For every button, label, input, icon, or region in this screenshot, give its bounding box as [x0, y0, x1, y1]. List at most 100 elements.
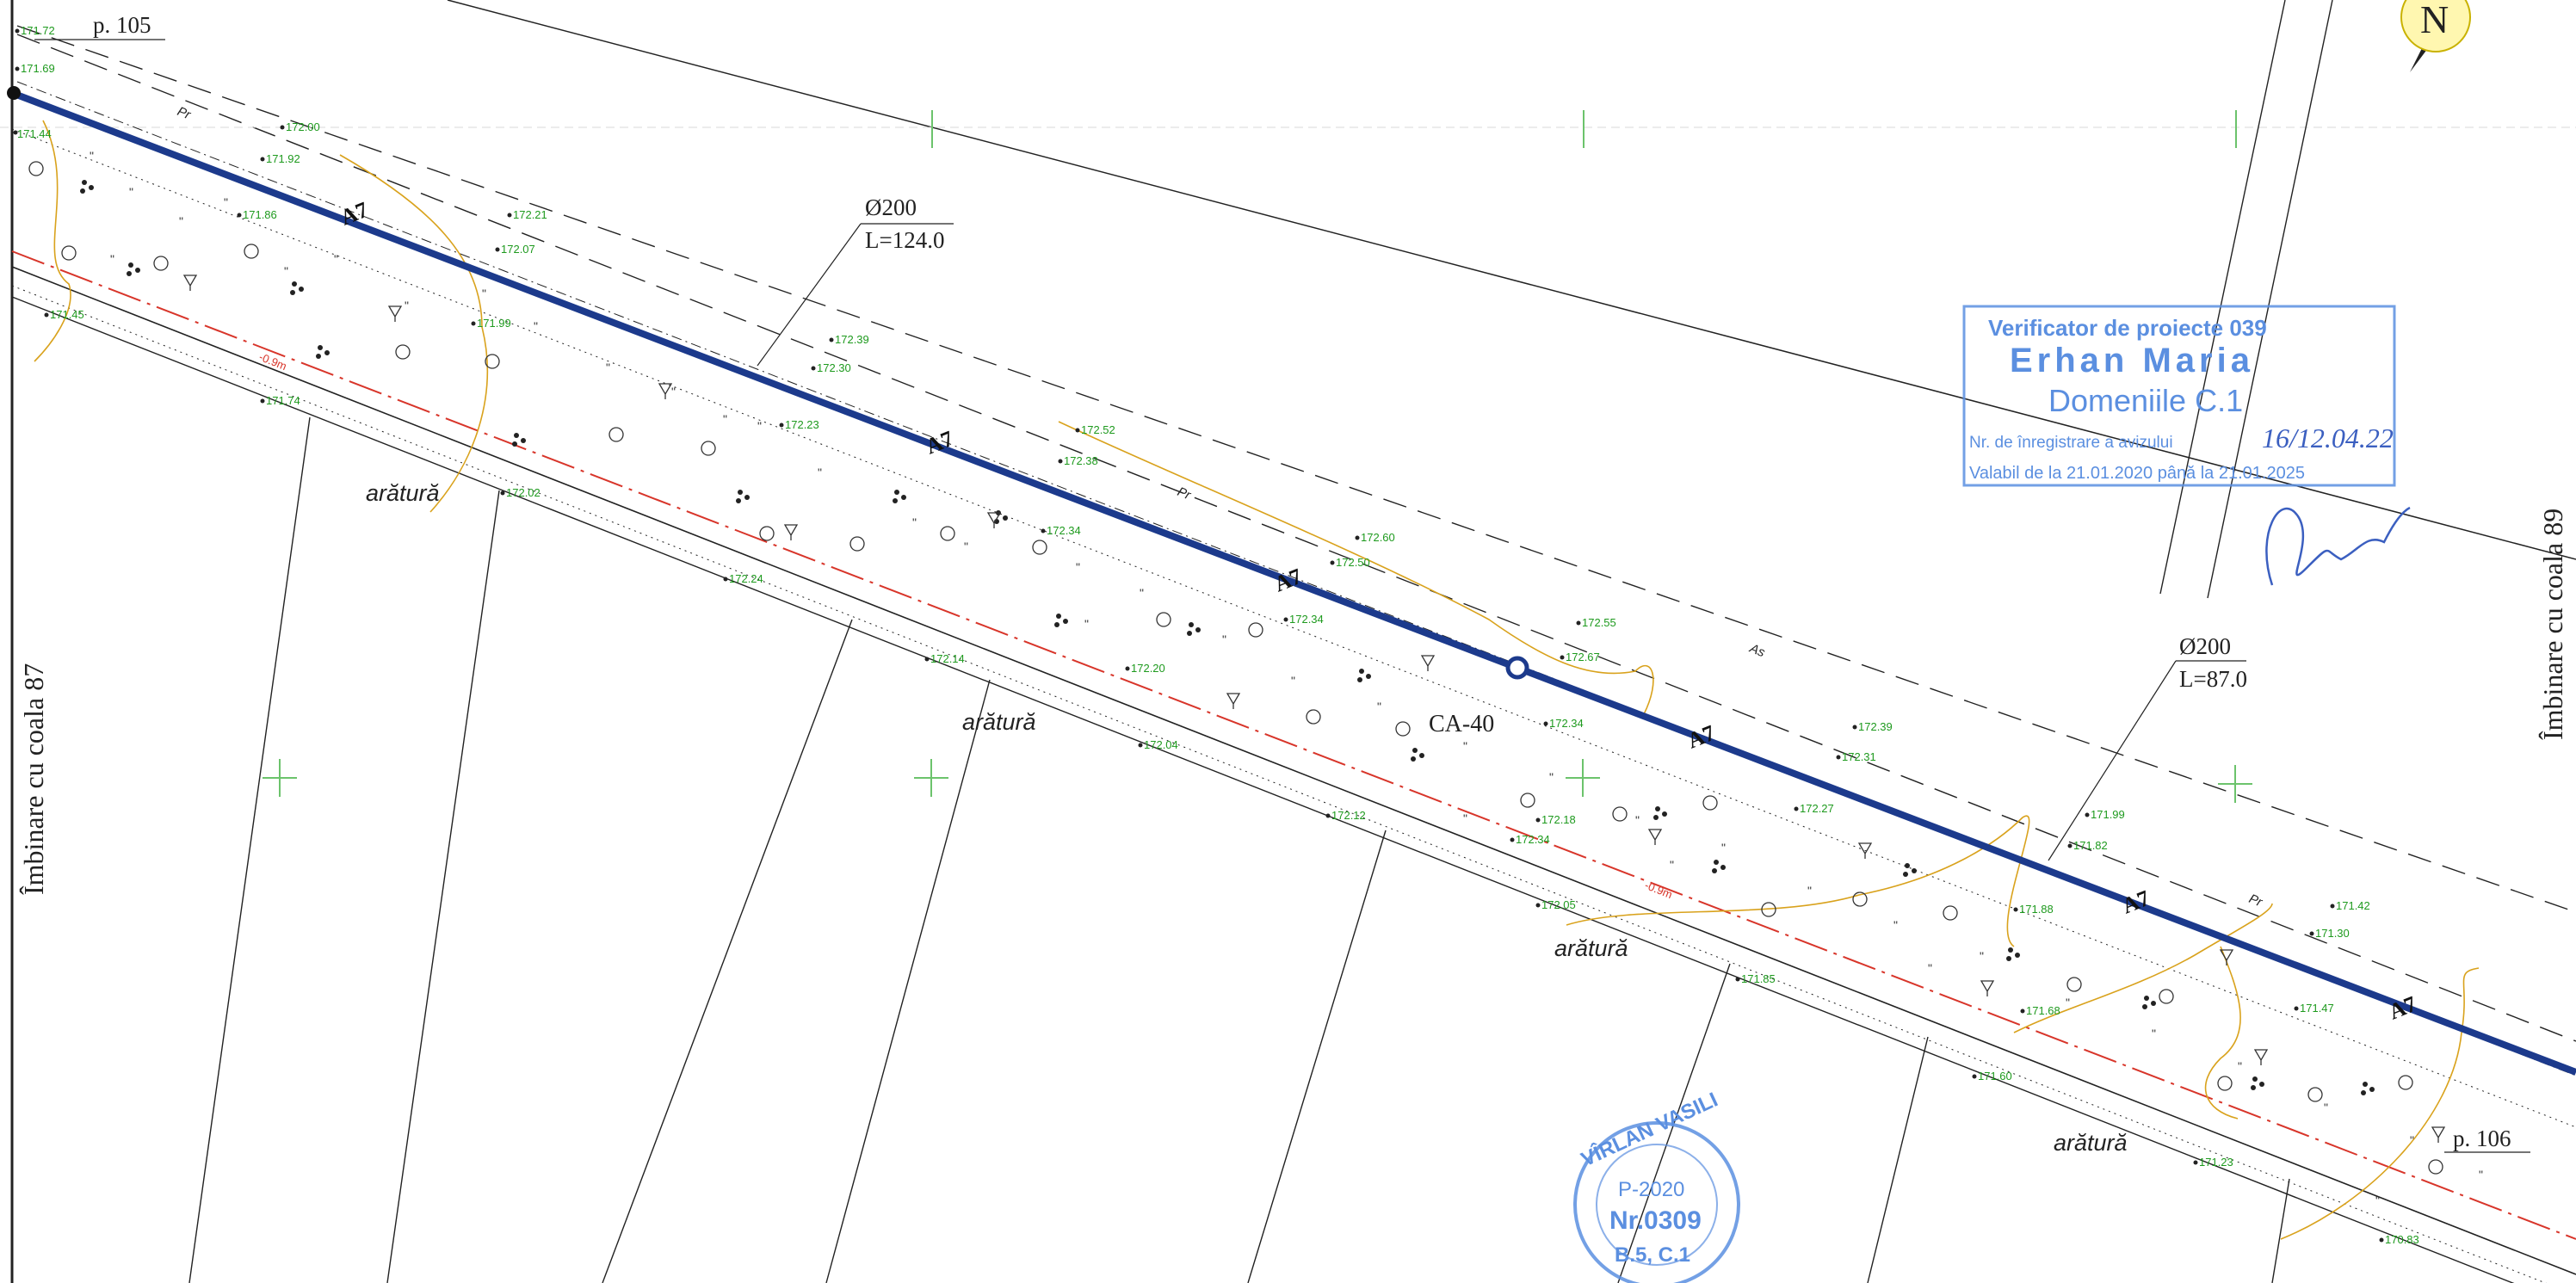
- svg-text:172.34: 172.34: [1289, 613, 1324, 626]
- svg-text:P-2020: P-2020: [1618, 1178, 1684, 1201]
- svg-text:": ": [671, 385, 676, 398]
- svg-text:": ": [1980, 949, 1984, 963]
- segment-1-length: L=124.0: [865, 227, 944, 253]
- svg-text:172.34: 172.34: [1047, 524, 1081, 537]
- svg-text:": ": [405, 299, 409, 312]
- svg-text:16/12.04.22: 16/12.04.22: [2262, 423, 2394, 453]
- svg-text:172.07: 172.07: [501, 243, 535, 256]
- field-label-2: arătură: [962, 709, 1036, 735]
- svg-text:172.60: 172.60: [1361, 531, 1395, 544]
- svg-text:172.52: 172.52: [1081, 423, 1115, 436]
- north-arrow-icon: N: [2400, 0, 2471, 72]
- svg-text:": ": [1807, 884, 1812, 897]
- svg-text:": ": [482, 287, 486, 300]
- pipe-label-3: A7: [1270, 564, 1305, 597]
- svg-text:171.72: 171.72: [21, 24, 55, 37]
- svg-text:171.23: 171.23: [2199, 1156, 2233, 1169]
- svg-text:172.21: 172.21: [513, 208, 547, 221]
- field-label-4: arătură: [2054, 1130, 2128, 1156]
- svg-text:172.14: 172.14: [930, 652, 965, 665]
- svg-text:171.82: 171.82: [2073, 839, 2108, 852]
- verifier-stamp: Verificator de proiecte 039 Erhan Maria …: [1962, 305, 2411, 586]
- leader-line-2: [2048, 660, 2177, 861]
- label-as: As: [1747, 641, 1768, 661]
- svg-text:Domeniile C.1: Domeniile C.1: [2048, 383, 2243, 418]
- elevation-points: [13, 28, 2384, 1243]
- segment-2-length: L=87.0: [2179, 666, 2247, 692]
- svg-text:Nr. de înregistrare a avizului: Nr. de înregistrare a avizului: [1969, 434, 2173, 452]
- svg-text:172.12: 172.12: [1331, 809, 1366, 822]
- join-label-right: Îmbinare cu coala 89: [2537, 509, 2568, 740]
- svg-text:172.02: 172.02: [506, 486, 541, 499]
- svg-text:171.69: 171.69: [21, 62, 55, 75]
- svg-text:": ": [1084, 617, 1089, 631]
- svg-text:": ": [1463, 811, 1467, 825]
- svg-text:Valabil de la 21.01.2020 până: Valabil de la 21.01.2020 până la 21.01.2…: [1969, 464, 2305, 483]
- elevation-labels: 171.72 171.69 171.44 172.00 171.92 171.8…: [17, 24, 2419, 1246]
- grass-symbols: """" """" """" """" """" """" """" """" …: [90, 149, 2483, 1207]
- svg-text:171.85: 171.85: [1741, 972, 1776, 985]
- svg-text:": ": [2066, 996, 2070, 1009]
- svg-text:171.74: 171.74: [266, 394, 300, 407]
- svg-text:171.99: 171.99: [477, 317, 511, 330]
- svg-text:171.68: 171.68: [2026, 1004, 2060, 1017]
- property-boundary-line: [11, 250, 2576, 1240]
- pipe-label-5: A7: [2118, 885, 2153, 919]
- svg-text:Erhan Maria: Erhan Maria: [2010, 342, 2254, 379]
- svg-text:Verificator de proiecte 039: Verificator de proiecte 039: [1988, 315, 2267, 341]
- svg-text:": ": [179, 214, 183, 228]
- svg-text:": ": [2479, 1168, 2483, 1181]
- svg-text:172.18: 172.18: [1541, 813, 1576, 826]
- svg-text:172.27: 172.27: [1800, 802, 1834, 815]
- road-corridor: [11, 0, 2576, 1283]
- field-label-3: arătură: [1554, 935, 1628, 961]
- svg-text:172.39: 172.39: [835, 333, 869, 346]
- svg-text:171.42: 171.42: [2336, 899, 2370, 912]
- sewer-pipe-a7: [10, 89, 2576, 1076]
- svg-text:172.31: 172.31: [1842, 750, 1876, 763]
- svg-text:171.60: 171.60: [1978, 1070, 2012, 1083]
- svg-text:172.23: 172.23: [785, 418, 819, 431]
- svg-text:Nr.0309: Nr.0309: [1609, 1206, 1702, 1235]
- svg-text:172.34: 172.34: [1549, 717, 1584, 730]
- svg-text:": ": [606, 361, 610, 374]
- svg-text:": ": [912, 515, 917, 529]
- svg-text:VÎRLAN VASILI: VÎRLAN VASILI: [1578, 1088, 1721, 1172]
- svg-text:": ": [334, 252, 338, 266]
- svg-text:171.86: 171.86: [243, 208, 277, 221]
- svg-text:": ": [284, 264, 288, 278]
- svg-text:172.00: 172.00: [286, 120, 320, 133]
- designer-stamp: VÎRLAN VASILI P-2020 Nr.0309 B.5, C.1: [1573, 1088, 1740, 1283]
- svg-text:171.88: 171.88: [2019, 903, 2054, 916]
- survey-point-icon: [7, 86, 21, 100]
- svg-text:": ": [1670, 858, 1674, 872]
- signature-icon: [2265, 506, 2411, 586]
- svg-text:171.99: 171.99: [2091, 808, 2125, 821]
- contour-lines: [34, 120, 2480, 1240]
- leader-line-1: [757, 223, 862, 367]
- page-label-start: p. 105: [93, 12, 151, 38]
- svg-text:": ": [2152, 1027, 2156, 1040]
- inspection-chamber-icon: [1505, 656, 1529, 680]
- svg-text:172.67: 172.67: [1566, 651, 1600, 663]
- svg-text:172.04: 172.04: [1144, 738, 1178, 751]
- svg-text:B.5, C.1: B.5, C.1: [1615, 1243, 1690, 1267]
- svg-text:": ": [1893, 918, 1898, 932]
- pipe-label-6: A7: [2385, 991, 2419, 1025]
- svg-text:172.39: 172.39: [1858, 720, 1893, 733]
- svg-text:171.45: 171.45: [50, 308, 84, 321]
- svg-text:172.05: 172.05: [1541, 898, 1576, 911]
- svg-text:": ": [1140, 586, 1144, 600]
- svg-text:": ": [90, 149, 94, 163]
- north-label: N: [2420, 0, 2449, 41]
- svg-text:": ": [818, 466, 822, 479]
- svg-text:172.24: 172.24: [729, 572, 763, 585]
- svg-text:172.50: 172.50: [1336, 556, 1370, 569]
- svg-text:": ": [1377, 700, 1381, 713]
- segment-1-diameter: Ø200: [865, 194, 917, 220]
- svg-text:": ": [1076, 560, 1080, 574]
- svg-text:172.55: 172.55: [1582, 616, 1616, 629]
- svg-text:": ": [110, 252, 114, 266]
- svg-text:": ": [534, 319, 538, 333]
